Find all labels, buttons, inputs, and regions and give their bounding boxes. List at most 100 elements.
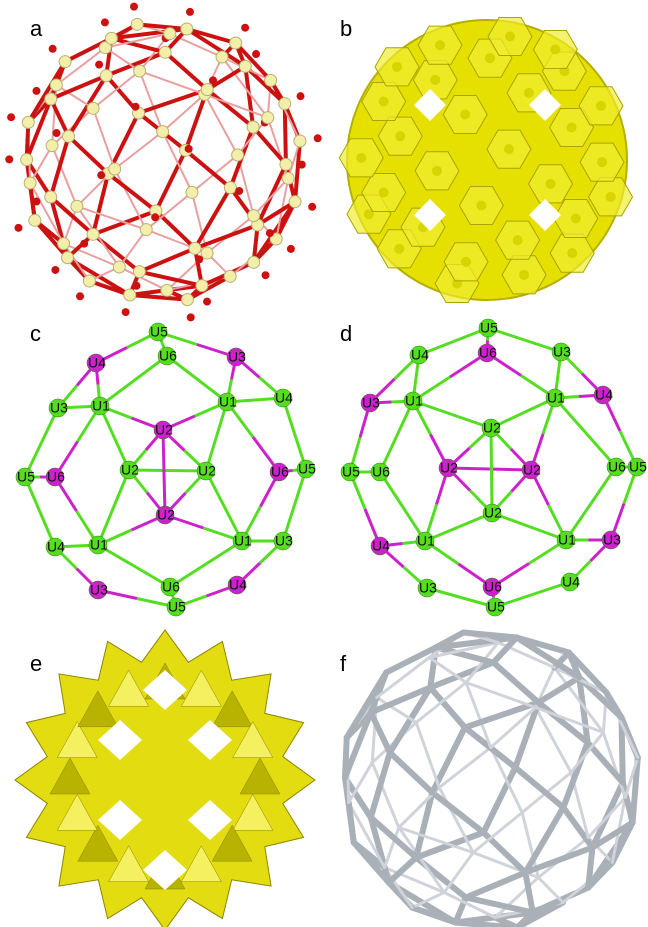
atom bbox=[201, 84, 213, 96]
node-label: U3 bbox=[553, 344, 571, 360]
atom bbox=[209, 76, 217, 84]
node-label: U3 bbox=[362, 395, 380, 411]
rod bbox=[444, 853, 473, 893]
atom bbox=[71, 200, 83, 212]
node-label: U3 bbox=[419, 580, 437, 596]
atom bbox=[461, 257, 471, 267]
panel-e-polyhedra bbox=[15, 630, 315, 927]
atom bbox=[262, 271, 270, 279]
bond bbox=[253, 127, 286, 164]
panel-label: a bbox=[30, 16, 43, 41]
atom bbox=[252, 50, 260, 58]
bond bbox=[139, 272, 202, 286]
atom bbox=[476, 201, 486, 211]
atom bbox=[606, 192, 616, 202]
node-label: U3 bbox=[603, 532, 621, 548]
node-label: U2 bbox=[198, 463, 216, 479]
atom bbox=[109, 163, 121, 175]
atom bbox=[524, 88, 534, 98]
panel-label: d bbox=[340, 321, 352, 346]
rod bbox=[563, 808, 592, 848]
node-label: U4 bbox=[372, 538, 390, 554]
atom bbox=[282, 172, 294, 184]
node-label: U6 bbox=[372, 464, 390, 480]
atom bbox=[32, 198, 40, 206]
node-label: U5 bbox=[168, 599, 186, 615]
node-label: U2 bbox=[483, 420, 501, 436]
node-label: U3 bbox=[50, 400, 68, 416]
node-label: U4 bbox=[88, 355, 106, 371]
rod bbox=[525, 873, 532, 913]
atom bbox=[131, 18, 143, 30]
atom bbox=[308, 203, 316, 211]
atom bbox=[186, 186, 198, 198]
atom bbox=[58, 238, 70, 250]
atom bbox=[196, 280, 208, 292]
atom bbox=[46, 140, 58, 152]
node-label: U1 bbox=[234, 533, 252, 549]
atom bbox=[195, 255, 203, 263]
atom bbox=[248, 210, 260, 222]
node-label: U6 bbox=[162, 579, 180, 595]
node-label: U4 bbox=[595, 387, 613, 403]
node-label: U6 bbox=[479, 345, 497, 361]
panel-f-wireframe bbox=[345, 633, 638, 927]
graph-d: U5U6U4U3U3U1U1U4U2U2U2U5U6U6U5U2U4U1U1U3… bbox=[341, 319, 647, 616]
atom bbox=[216, 51, 228, 63]
atom bbox=[181, 23, 193, 35]
atom bbox=[395, 131, 405, 141]
atom bbox=[97, 171, 105, 179]
atom bbox=[232, 149, 244, 161]
atom bbox=[294, 135, 306, 147]
atom bbox=[134, 65, 146, 77]
node-label: U2 bbox=[157, 507, 175, 523]
atom bbox=[49, 45, 57, 53]
atom bbox=[230, 37, 242, 49]
panel-label: c bbox=[30, 321, 41, 346]
node-label: U2 bbox=[523, 462, 541, 478]
atom bbox=[314, 134, 322, 142]
atom bbox=[567, 248, 577, 258]
atom bbox=[101, 18, 109, 26]
atom bbox=[122, 308, 130, 316]
atom bbox=[83, 275, 95, 287]
atom bbox=[186, 8, 194, 16]
atom bbox=[87, 228, 99, 240]
atom bbox=[266, 229, 274, 237]
rod bbox=[538, 878, 563, 903]
atom bbox=[504, 144, 514, 154]
node-label: U4 bbox=[229, 577, 247, 593]
atom bbox=[203, 298, 211, 306]
atom bbox=[113, 261, 125, 273]
node-label: U5 bbox=[487, 599, 505, 615]
node-label: U6 bbox=[484, 579, 502, 595]
atom bbox=[224, 270, 236, 282]
atom bbox=[279, 98, 291, 110]
atom bbox=[133, 266, 145, 278]
atom bbox=[241, 24, 249, 32]
node-label: U4 bbox=[275, 390, 293, 406]
atom bbox=[235, 187, 243, 195]
node-label: U1 bbox=[417, 533, 435, 549]
atom bbox=[29, 214, 41, 226]
atom bbox=[140, 224, 152, 236]
atom bbox=[460, 110, 470, 120]
atom bbox=[161, 284, 173, 296]
node-label: U2 bbox=[440, 460, 458, 476]
atom bbox=[21, 154, 33, 166]
graph-c: U5U6U4U3U3U1U1U4U2U2U2U5U6U6U5U2U4U1U1U3… bbox=[16, 323, 316, 616]
bond bbox=[108, 174, 156, 211]
atom bbox=[189, 242, 201, 254]
node-label: U1 bbox=[92, 398, 110, 414]
atom bbox=[164, 28, 176, 40]
atom bbox=[63, 130, 75, 142]
atom bbox=[224, 182, 236, 194]
atom bbox=[22, 116, 34, 128]
atom bbox=[62, 252, 74, 264]
atom bbox=[45, 93, 57, 105]
atom bbox=[53, 129, 61, 137]
atom bbox=[105, 32, 117, 44]
bond bbox=[69, 136, 109, 173]
node-label: U5 bbox=[17, 469, 35, 485]
atom bbox=[32, 87, 40, 95]
